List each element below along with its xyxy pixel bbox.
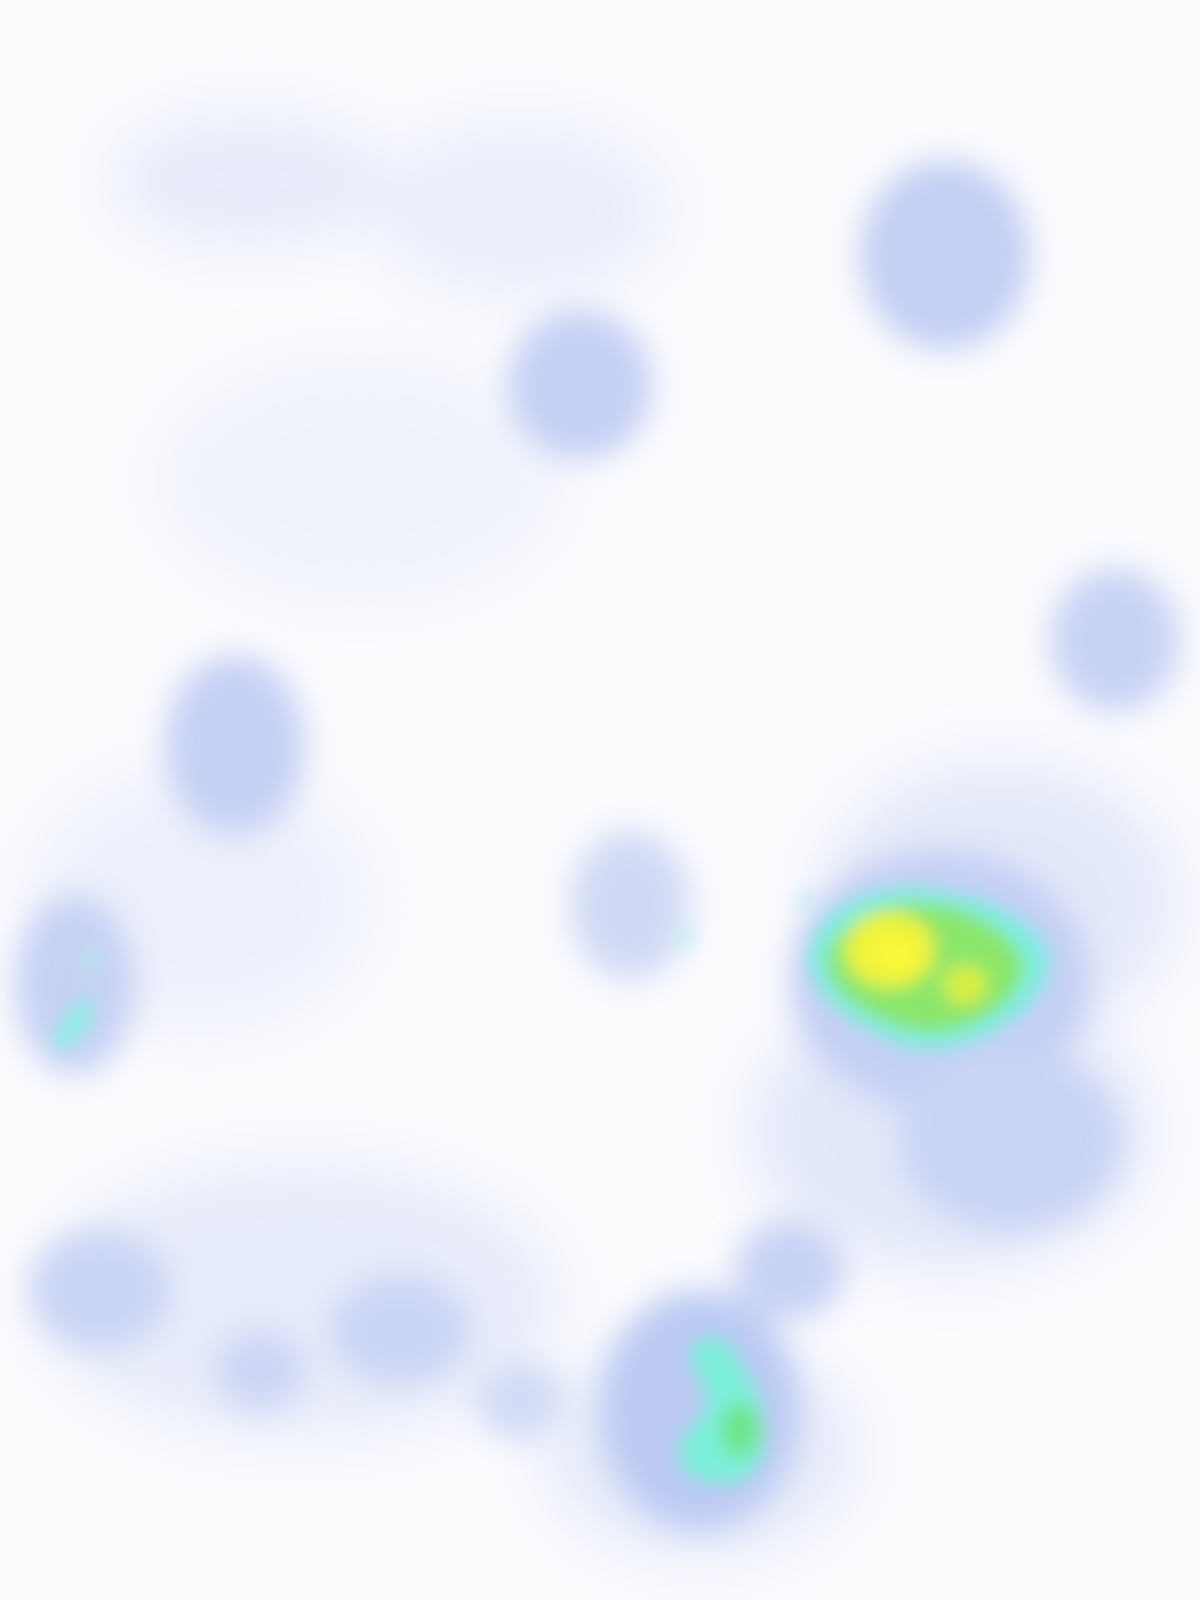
hotspot-side-spark <box>795 894 815 906</box>
primary-hotspot <box>809 888 1050 1050</box>
blob-right-edge <box>1050 568 1180 712</box>
blob-top-right <box>860 160 1030 350</box>
center-spark <box>680 928 692 948</box>
blob-bottom-hotspot-surround <box>600 1290 800 1530</box>
blob-left-middle <box>165 655 305 835</box>
blob-bottom-small <box>215 1330 305 1410</box>
blob-left-edge <box>15 895 135 1075</box>
blob-bottom-center-left <box>330 1275 470 1385</box>
blob-upper-center <box>508 310 652 460</box>
blob-bottom-faint <box>475 1360 565 1440</box>
left-edge-spark <box>84 948 96 972</box>
minor-hotspots <box>53 894 815 1048</box>
blob-lower-right <box>900 1050 1120 1230</box>
secondary-hotspot <box>678 1336 764 1484</box>
blob-center <box>570 830 690 980</box>
blob-bottom-left <box>30 1230 170 1350</box>
blob-bottom-right-small <box>735 1220 845 1320</box>
left-edge-hotspot <box>53 997 92 1048</box>
